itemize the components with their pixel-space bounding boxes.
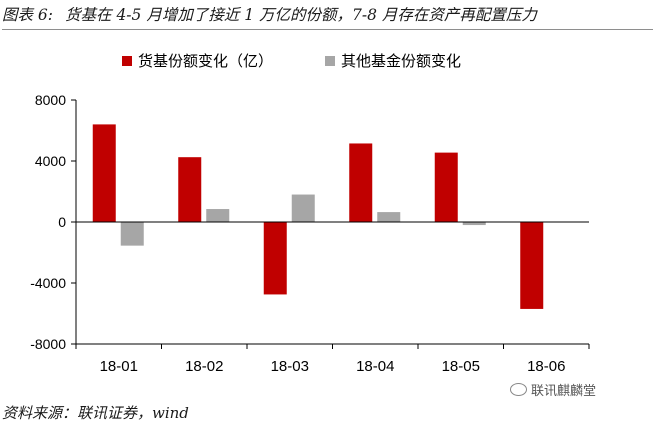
x-tick-label: 18-04 — [356, 358, 394, 375]
figure-title: 图表 6: 货基在 4-5 月增加了接近 1 万亿的份额，7-8 月存在资产再配置… — [2, 3, 653, 30]
bar — [120, 222, 144, 246]
bar — [349, 143, 373, 222]
x-tick-label: 18-03 — [271, 358, 309, 375]
x-tick-label: 18-05 — [442, 358, 480, 375]
y-tick-label: 4000 — [35, 153, 66, 169]
bar — [178, 157, 202, 222]
x-tick-label: 18-01 — [100, 358, 138, 375]
figure-label: 图表 6: — [2, 6, 54, 24]
y-tick-label: 8000 — [35, 92, 66, 108]
bar — [520, 222, 544, 309]
legend-swatch — [325, 56, 335, 66]
bar — [291, 194, 315, 222]
bar — [434, 152, 458, 222]
legend: 货基份额变化（亿） 其他基金份额变化 — [122, 52, 461, 70]
axes: 8000 4000 0 -4000 -8000 18-01 18-02 18-03 18-04 1… — [30, 92, 590, 375]
x-tick-label: 18-06 — [527, 358, 565, 375]
bars — [92, 124, 544, 309]
figure-title-text: 货基在 4-5 月增加了接近 1 万亿的份额，7-8 月存在资产再配置压力 — [65, 6, 537, 24]
bar — [206, 209, 230, 222]
y-tick-label: -8000 — [30, 336, 66, 352]
x-tick-label: 18-02 — [185, 358, 223, 375]
legend-label: 其他基金份额变化 — [341, 52, 461, 70]
y-tick-label: 0 — [58, 214, 66, 230]
legend-swatch — [122, 56, 132, 66]
source-note: 资料来源：联讯证券，wind — [2, 404, 189, 422]
y-tick-label: -4000 — [30, 275, 66, 291]
watermark-text: 联讯麒麟堂 — [531, 384, 597, 399]
bar — [377, 212, 401, 222]
legend-label: 货基份额变化（亿） — [138, 52, 273, 70]
watermark: 联讯麒麟堂 — [510, 380, 596, 399]
bar — [263, 222, 287, 295]
bar — [462, 222, 486, 226]
bar — [92, 124, 116, 222]
wechat-icon — [510, 383, 527, 396]
